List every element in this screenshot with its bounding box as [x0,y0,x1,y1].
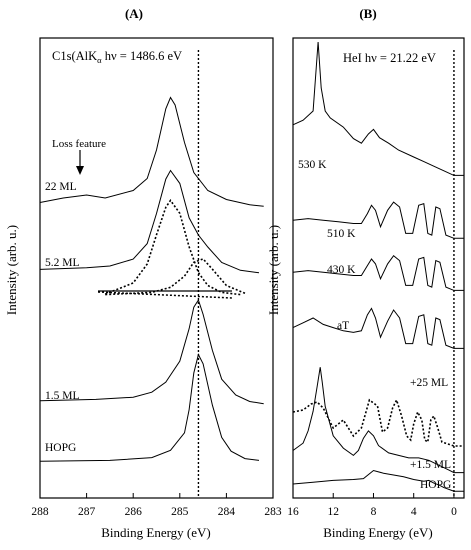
panel-b-series-labels: 530 K 510 K 430 K aT +25 ML +1.5 ML HOPG [298,159,451,491]
panel-a-series-labels: 22 ML 5.2 ML 1.5 ML HOPG [45,181,80,454]
panel-b-label-1-5-ml: +1.5 ML [410,459,451,471]
panel-a-series-5-2-ml-component-1 [104,199,241,296]
panel-a-label-22-ml: 22 ML [45,181,77,193]
panel-b-series-25-ml [292,397,464,447]
panel-b-curves [292,41,464,492]
panel-a-x-ticks: 288 287 286 285 284 283 [31,493,282,518]
panel-b-label-510-k: 510 K [327,228,356,240]
panel-a-title: C1s(AlKα hν = 1486.6 eV [52,49,182,65]
panel-a-series-hopg [39,353,260,462]
x-axis-label-a: Binding Energy (eV) [101,525,211,540]
panel-b-series-1-5-ml [292,367,464,474]
panel-a-series-22-ml [39,96,264,207]
panel-b-series-430-k [292,254,464,291]
panel-a-tick-label: 284 [218,506,236,518]
panel-b-frame [292,37,465,499]
panel-a-tick-label: 285 [171,506,189,518]
panel-a-curves [39,96,264,462]
panel-b-tick-label: 4 [411,506,417,518]
panel-a-frame [39,37,274,499]
panel-b-series-hopg [292,469,464,492]
panel-b-tick-label: 8 [371,506,377,518]
loss-feature-arrow-head [76,166,84,175]
panel-a-series-5-2-ml-component-2 [105,257,246,296]
panel-a-label-5-2-ml: 5.2 ML [45,257,80,269]
panel-a-tick-label: 283 [264,506,282,518]
panel-a-tick-label: 287 [78,506,96,518]
panel-a-tick-label: 286 [125,506,143,518]
y-axis-label-right: Intensity (arb. u.) [266,225,281,315]
panel-b-tick-label: 16 [287,506,299,518]
panel-b-tick-label: 0 [451,506,457,518]
panel-a-label: (A) [125,6,143,21]
panel-b-label-25-ml: +25 ML [410,377,448,389]
panel-a-series-1-5-ml [39,298,264,405]
panel-a-series-5-2-ml [39,169,260,274]
panel-b-series-530-k [292,41,464,176]
panel-b-label-hopg: HOPG [420,479,451,491]
panel-a: (A) C1s(AlKα hν = 1486.6 eV Loss feature… [31,6,282,518]
loss-feature-annotation: Loss feature [52,138,106,150]
y-axis-label-left: Intensity (arb. u.) [4,225,19,315]
panel-a-tick-label: 288 [31,506,49,518]
panel-b-label: (B) [359,6,376,21]
panel-b: (B) HeI hν = 21.22 eV 530 K 510 K 430 K aT +… [287,6,465,518]
panel-b-series-510-k [292,201,464,239]
x-axis-label-b: Binding Energy (eV) [323,525,433,540]
panel-b-tick-label: 12 [327,506,339,518]
panel-b-label-430-k: 430 K [327,264,356,276]
panel-b-label-at: aT [337,320,349,332]
panel-b-title: HeI hν = 21.22 eV [343,51,436,65]
panel-a-label-1-5-ml: 1.5 ML [45,390,80,402]
panel-b-series-at [292,307,464,349]
panel-b-label-530-k: 530 K [298,159,327,171]
panel-b-x-ticks: 16 12 8 4 0 [287,493,457,518]
panel-a-fit-baseline [97,291,233,299]
panel-a-label-hopg: HOPG [45,442,76,454]
